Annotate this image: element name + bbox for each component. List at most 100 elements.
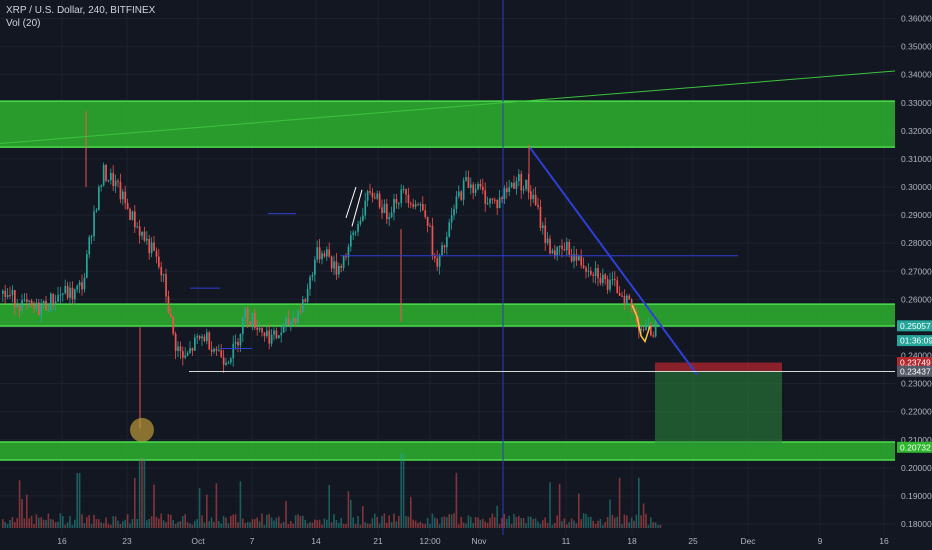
volume-bar [292, 523, 294, 528]
candle-body [510, 182, 513, 188]
volume-bar [153, 484, 155, 528]
candle-body [230, 358, 232, 363]
volume-bar [407, 516, 410, 528]
volume-bar [345, 523, 347, 528]
volume-indicator-label[interactable]: Vol (20) [6, 18, 41, 29]
volume-bar [438, 524, 441, 528]
volume-bar [95, 519, 98, 528]
price-tick-label: 0.22000 [901, 407, 932, 417]
volume-bar [474, 516, 477, 528]
candle-body [458, 191, 460, 197]
volume-bar [179, 521, 182, 528]
volume-bar [424, 524, 426, 528]
volume-bar [462, 522, 465, 528]
volume-bar [93, 515, 95, 528]
volume-bar [647, 524, 650, 528]
candle-body [393, 199, 395, 213]
candle-body [438, 254, 441, 267]
volume-bar [515, 516, 518, 528]
volume-bar [14, 522, 16, 528]
volume-bar [218, 520, 220, 528]
volume-bar [297, 514, 299, 528]
volume-bar [249, 522, 251, 528]
candle-body [429, 225, 431, 227]
volume-bar [460, 517, 462, 528]
candle-body [215, 348, 218, 351]
volume-bar [383, 513, 386, 528]
volume-bar [59, 513, 62, 528]
candle-body [441, 245, 443, 255]
volume-bar [11, 517, 14, 528]
candle-body [129, 209, 131, 220]
candle-body [462, 180, 465, 200]
rising-trendline [0, 70, 896, 144]
candle-body [189, 348, 191, 353]
candle-body [623, 296, 626, 305]
symbol-title[interactable]: XRP / U.S. Dollar, 240, BITFINEX [6, 5, 156, 16]
candle-body [18, 305, 21, 311]
candle-body [592, 274, 595, 276]
volume-bar [570, 518, 573, 528]
price-tick-label: 0.33000 [901, 98, 932, 108]
volume-bar [378, 523, 381, 528]
volume-bar [472, 523, 474, 528]
candle-body [345, 256, 347, 258]
volume-bar [429, 524, 431, 528]
drawings[interactable] [0, 70, 896, 442]
volume-bar [266, 514, 268, 528]
candle-body [112, 173, 115, 187]
candle-body [292, 318, 295, 323]
volume-bar [657, 524, 659, 528]
candle-body [167, 296, 170, 314]
candle-body [256, 327, 259, 330]
volume-bar [376, 517, 378, 528]
volume-bar [215, 483, 218, 528]
candle-body [179, 346, 182, 352]
volume-bar [369, 523, 371, 528]
volume-bar [328, 485, 330, 528]
candle-body [362, 215, 364, 221]
candle-body [419, 204, 422, 206]
volume-bar [590, 516, 592, 528]
candle-body [119, 181, 122, 200]
volume-bar [503, 513, 506, 528]
volume-bar [194, 520, 196, 528]
volume-bar [342, 523, 345, 528]
volume-bar [542, 520, 544, 528]
price-tick-label: 0.28000 [901, 238, 932, 248]
take-profit-box [655, 370, 782, 444]
volume-bar [278, 516, 280, 528]
volume-bar [280, 523, 282, 528]
candle-body [398, 203, 400, 205]
candle-body [532, 194, 535, 200]
price-tick-label: 0.21000 [901, 435, 932, 445]
volume-bar [242, 518, 244, 528]
candle-body [134, 211, 136, 228]
volume-bar [477, 517, 479, 528]
candle-body [590, 270, 592, 275]
candle-body [170, 313, 172, 318]
candle-body [359, 220, 362, 224]
volume-bar [645, 513, 647, 528]
projection-line [631, 304, 651, 344]
volume-bars [2, 453, 662, 528]
candle-body [472, 184, 475, 193]
volume-bar [587, 516, 590, 528]
candle-body [381, 207, 383, 214]
price-tick-label: 0.36000 [901, 14, 932, 24]
candle-body [280, 332, 283, 336]
candle-body [578, 255, 580, 261]
candle-body [628, 295, 631, 300]
candle-body [110, 173, 112, 181]
price-axis-panel [895, 0, 932, 550]
time-tick-label: Oct [191, 536, 205, 546]
candle-body [626, 295, 628, 305]
candle-body [138, 226, 141, 236]
volume-bar [436, 518, 438, 528]
volume-bar [254, 519, 256, 528]
candle-body [316, 247, 319, 260]
volume-bar [110, 524, 112, 528]
candle-body [527, 179, 530, 192]
